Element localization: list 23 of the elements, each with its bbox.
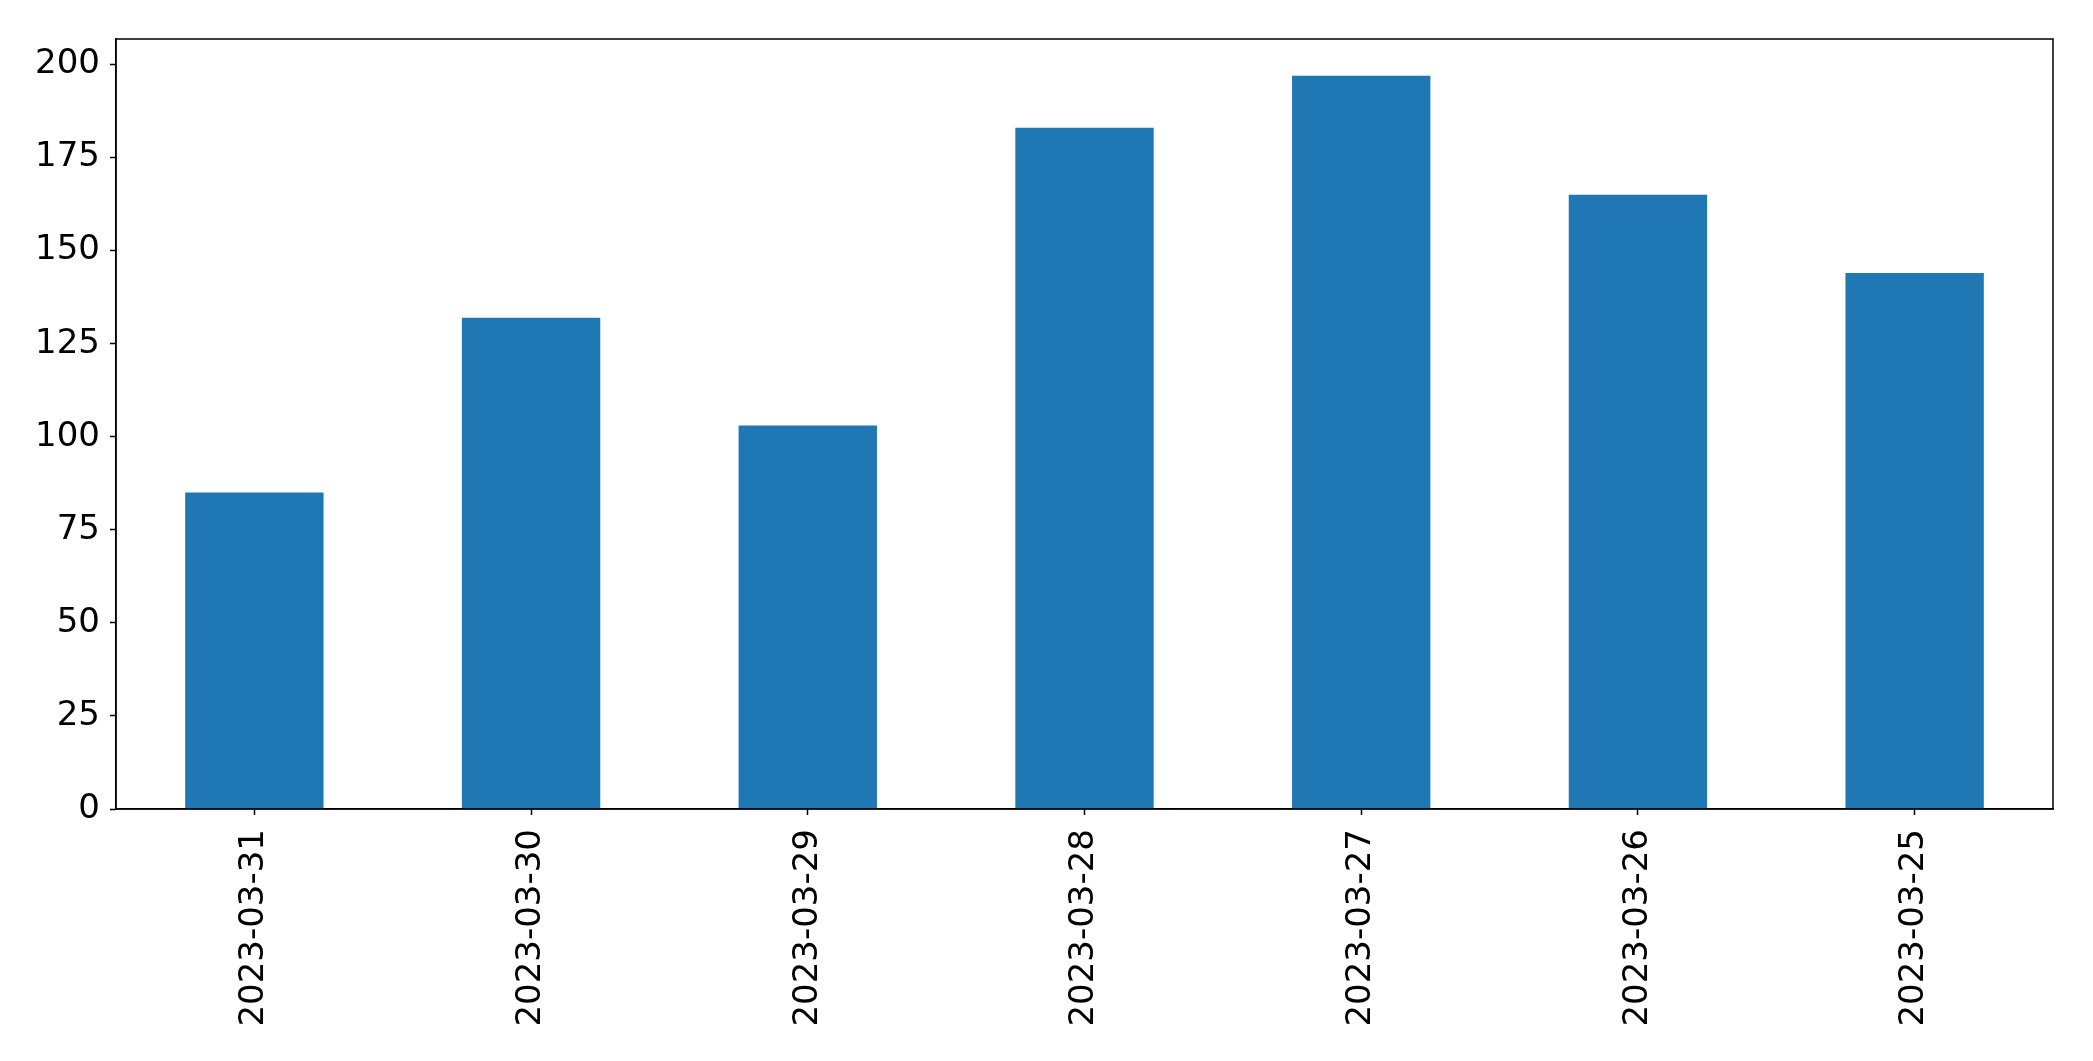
y-tick-label: 75 xyxy=(56,506,100,547)
y-tick-label: 25 xyxy=(56,692,100,733)
x-tick-label: 2023-03-25 xyxy=(1891,829,1932,1027)
y-tick-label: 50 xyxy=(56,599,100,640)
bar xyxy=(738,425,877,809)
x-tick-label: 2023-03-31 xyxy=(231,829,272,1027)
x-tick-label: 2023-03-29 xyxy=(784,829,825,1027)
x-tick-label: 2023-03-26 xyxy=(1614,829,1655,1027)
x-tick-label: 2023-03-30 xyxy=(507,829,548,1027)
y-tick-label: 175 xyxy=(35,134,100,175)
x-tick-label: 2023-03-28 xyxy=(1061,829,1102,1027)
bar xyxy=(1568,194,1708,809)
y-tick-label: 0 xyxy=(78,785,100,826)
bar xyxy=(1292,75,1431,809)
y-tick-label: 125 xyxy=(35,320,100,361)
y-tick-label: 200 xyxy=(35,41,100,82)
bar xyxy=(1845,272,1984,809)
y-tick-label: 100 xyxy=(35,413,100,454)
bar xyxy=(185,492,324,809)
bar xyxy=(461,317,601,809)
y-tick-label: 150 xyxy=(35,227,100,268)
bar xyxy=(1015,127,1154,809)
x-tick-label: 2023-03-27 xyxy=(1338,829,1379,1027)
